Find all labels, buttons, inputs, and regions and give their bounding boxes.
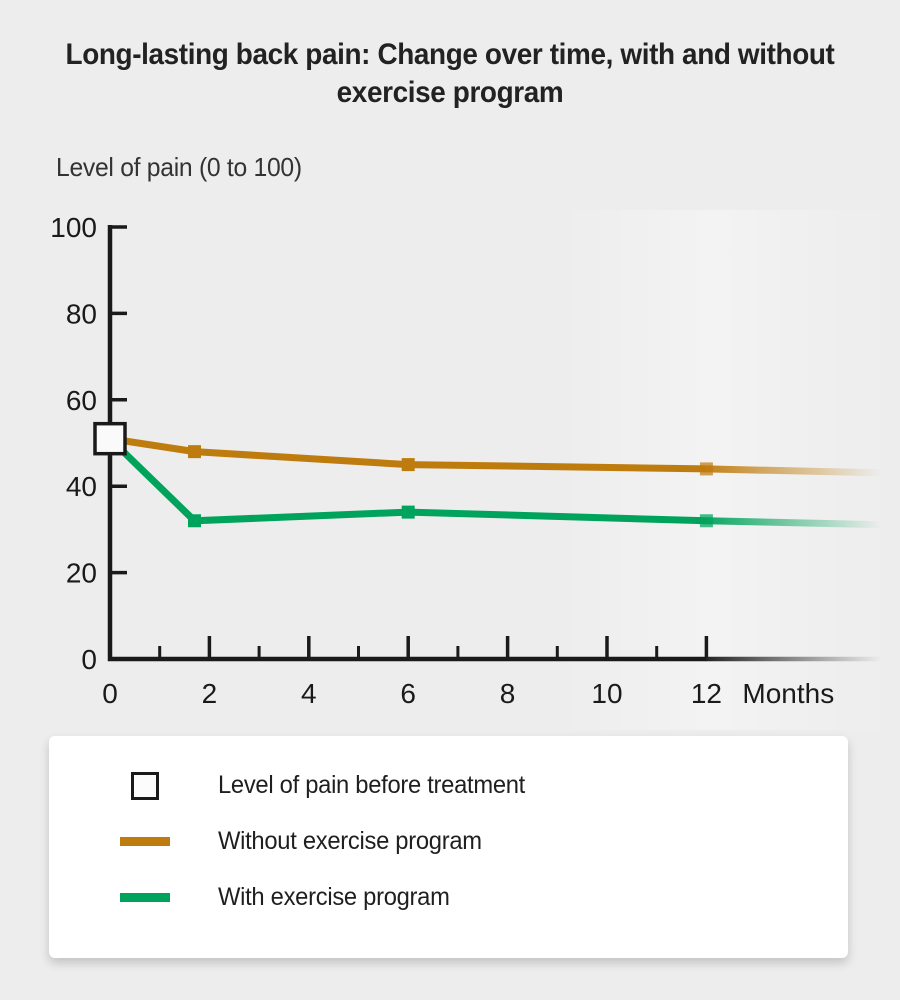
y-axis-title: Level of pain (0 to 100) (56, 152, 302, 182)
pain-line-chart: 0 20 40 60 80 100 0 2 4 6 8 10 12 Months (50, 212, 883, 709)
svg-text:40: 40 (66, 471, 97, 502)
svg-text:10: 10 (591, 678, 622, 709)
green-line-swatch-icon (120, 893, 170, 902)
orange-line-swatch-icon (120, 837, 170, 846)
svg-text:12: 12 (691, 678, 722, 709)
legend-item-without-exercise: Without exercise program (95, 827, 848, 855)
legend-item-with-exercise: With exercise program (95, 883, 848, 911)
svg-text:80: 80 (66, 298, 97, 329)
open-square-icon (131, 771, 159, 800)
legend: Level of pain before treatment Without e… (49, 736, 848, 958)
svg-text:100: 100 (50, 212, 97, 243)
svg-text:60: 60 (66, 385, 97, 416)
legend-label-baseline: Level of pain before treatment (218, 771, 525, 799)
svg-text:8: 8 (500, 678, 516, 709)
chart-title: Long-lasting back pain: Change over time… (65, 38, 835, 110)
svg-text:0: 0 (102, 678, 118, 709)
svg-text:20: 20 (66, 558, 97, 589)
legend-label-with-exercise: With exercise program (218, 883, 450, 911)
svg-text:4: 4 (301, 678, 317, 709)
svg-text:0: 0 (81, 644, 97, 675)
svg-text:Months: Months (742, 678, 834, 709)
legend-label-without-exercise: Without exercise program (218, 827, 482, 855)
svg-text:6: 6 (400, 678, 416, 709)
svg-text:2: 2 (202, 678, 218, 709)
legend-item-baseline: Level of pain before treatment (95, 771, 848, 800)
